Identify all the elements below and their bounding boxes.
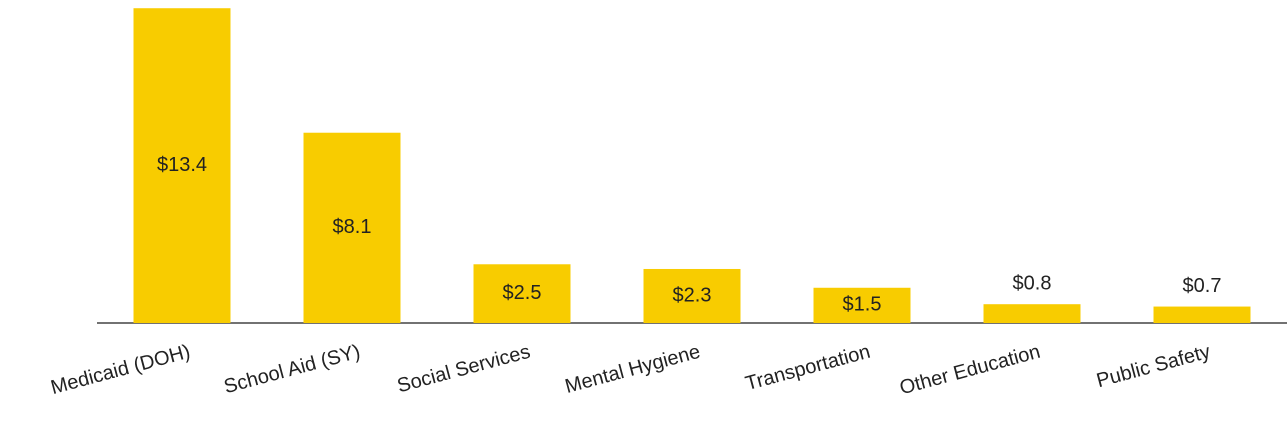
- x-tick-label: Public Safety: [1094, 341, 1212, 392]
- x-tick-label: Medicaid (DOH): [48, 341, 192, 399]
- bar: [473, 264, 571, 323]
- x-tick-label: Transportation: [743, 341, 873, 395]
- value-label: $8.1: [333, 216, 372, 238]
- x-tick-label: School Aid (SY): [222, 341, 363, 399]
- value-label: $2.5: [503, 282, 542, 304]
- bar: [133, 8, 231, 323]
- value-label: $2.3: [673, 284, 712, 306]
- bar: [813, 287, 911, 323]
- bar: [1153, 306, 1251, 323]
- bar: [983, 304, 1081, 323]
- value-label: $13.4: [157, 154, 207, 176]
- x-tick-label: Mental Hygiene: [563, 341, 703, 398]
- value-label: $0.7: [1183, 275, 1222, 297]
- bar: [303, 132, 401, 323]
- x-tick-label: Social Services: [395, 341, 533, 398]
- value-label: $0.8: [1013, 272, 1052, 294]
- value-label: $1.5: [843, 294, 882, 316]
- bar: [643, 268, 741, 323]
- x-tick-label: Other Education: [897, 341, 1042, 400]
